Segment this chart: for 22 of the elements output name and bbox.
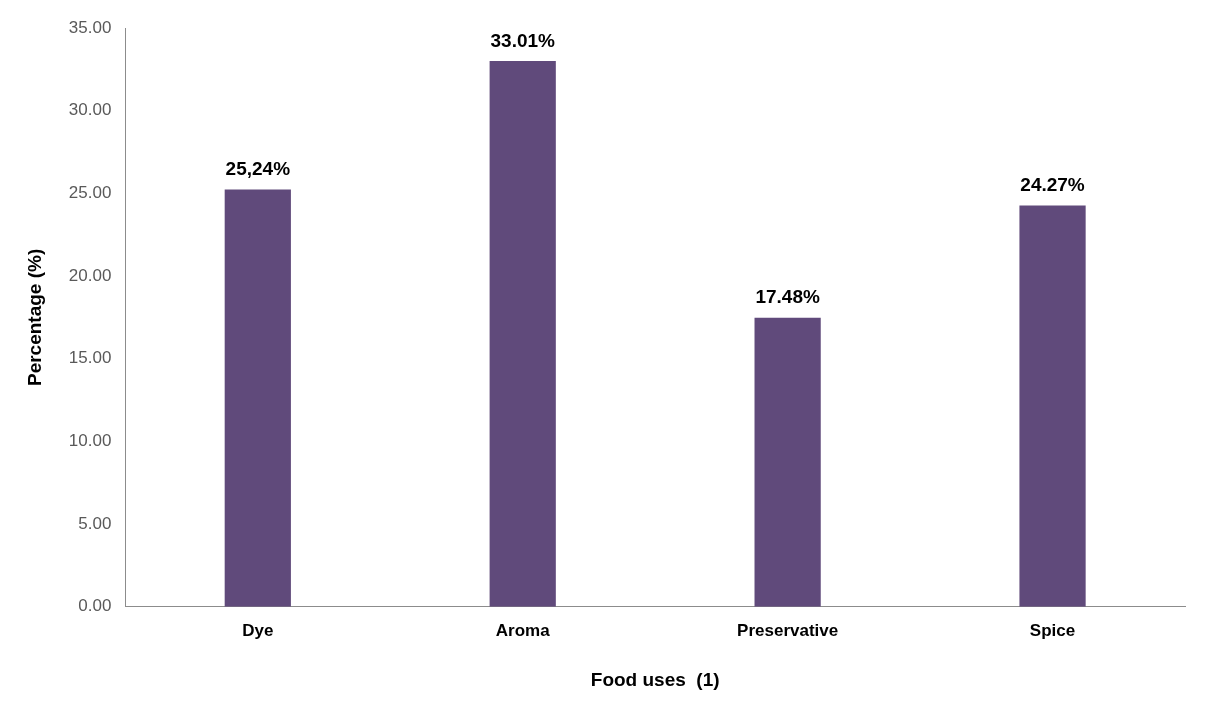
y-tick-label: 20.00: [68, 265, 112, 285]
x-tick-label: Dye: [242, 620, 274, 640]
y-tick-label: 35.00: [68, 17, 112, 37]
y-tick-label: 0.00: [78, 596, 112, 616]
data-label: 17.48%: [755, 286, 820, 308]
data-label: 25,24%: [225, 158, 291, 180]
bar: [224, 189, 291, 607]
y-tick-label: 5.00: [78, 513, 112, 533]
y-axis-title: Percentage (%): [23, 248, 45, 387]
data-label: 24.27%: [1020, 174, 1085, 196]
x-tick-label: Spice: [1029, 620, 1076, 640]
y-tick-label: 25.00: [68, 183, 112, 203]
bar: [754, 317, 821, 607]
x-tick-label: Aroma: [495, 620, 551, 640]
bar: [489, 60, 556, 607]
y-tick-label: 15.00: [68, 348, 112, 368]
data-label: 33.01%: [490, 29, 556, 51]
x-tick-label: Preservative: [737, 620, 839, 640]
y-tick-label: 30.00: [68, 100, 112, 120]
bar: [1019, 205, 1086, 607]
x-axis-title: Food uses (1): [590, 668, 720, 690]
y-tick-label: 10.00: [68, 431, 112, 451]
